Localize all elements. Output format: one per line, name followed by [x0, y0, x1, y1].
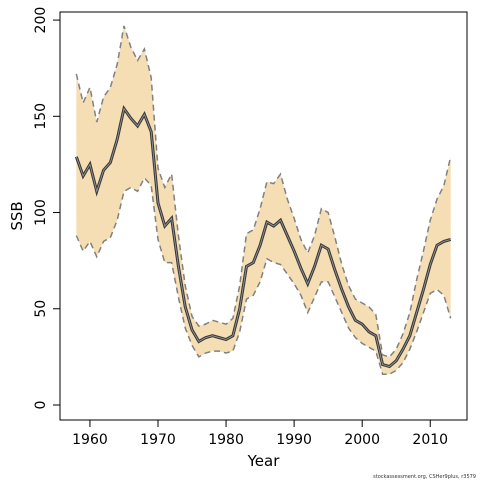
- y-tick-label: 100: [33, 199, 49, 226]
- x-tick-label: 2010: [412, 432, 448, 448]
- x-tick-label: 1960: [72, 432, 108, 448]
- x-tick-label: 1990: [276, 432, 312, 448]
- y-axis-label: SSB: [8, 201, 26, 230]
- y-tick-label: 150: [33, 103, 49, 130]
- x-tick-label: 1970: [140, 432, 176, 448]
- x-tick-label: 2000: [344, 432, 380, 448]
- y-tick-label: 50: [33, 300, 49, 318]
- y-tick-label: 200: [33, 7, 49, 34]
- ssb-line-core: [75, 107, 451, 367]
- confidence-band: [76, 25, 451, 375]
- x-tick-label: 1980: [208, 432, 244, 448]
- footnote: stockassessment.org, CSHer9plus, r3579: [373, 474, 476, 480]
- upper-bound: [75, 25, 452, 358]
- y-tick-label: 0: [33, 401, 49, 410]
- x-axis-label: Year: [247, 452, 281, 470]
